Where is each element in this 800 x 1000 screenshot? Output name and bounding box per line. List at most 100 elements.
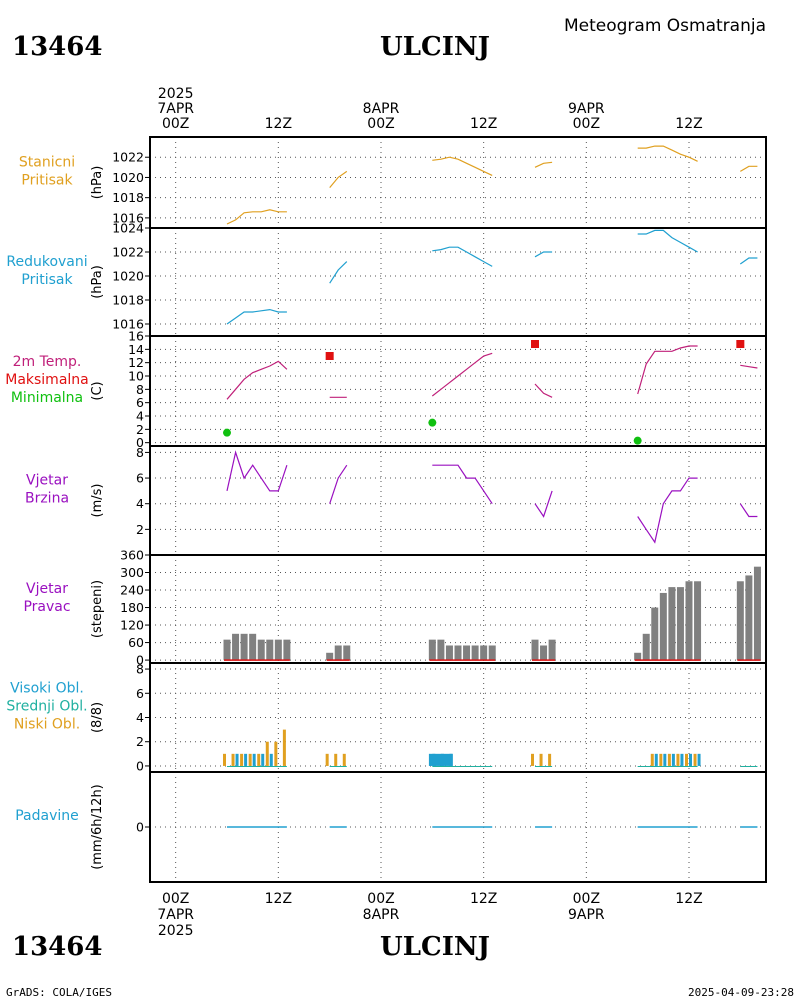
panel-label: Niski Obl. — [14, 717, 80, 733]
y-tick-label: 0 — [136, 758, 144, 773]
low-cloud-bar — [693, 753, 697, 766]
y-tick-label: 1018 — [112, 190, 144, 205]
high-cloud-bar — [680, 753, 684, 766]
y-tick-label: 120 — [120, 618, 144, 633]
low-cloud-bar — [659, 753, 663, 766]
y-tick-label: 4 — [136, 710, 144, 725]
y-tick-label: 1022 — [112, 150, 144, 165]
direction-bar — [334, 645, 342, 661]
y-tick-label: 2 — [136, 522, 144, 537]
y-tick-label: 4 — [136, 496, 144, 511]
time-label-top: 12Z — [265, 116, 292, 132]
low-cloud-bar — [334, 753, 338, 766]
series-line — [637, 145, 698, 162]
direction-bar — [488, 645, 496, 661]
low-cloud-bar — [223, 753, 226, 766]
series-line — [226, 308, 287, 325]
low-cloud-bar — [282, 729, 286, 766]
unit-label: (mm/6h/12h) — [90, 784, 105, 870]
panel-label: Minimalna — [11, 390, 83, 406]
min-marker — [223, 428, 231, 437]
y-tick-label: 16 — [128, 329, 144, 344]
time-label-bottom: 12Z — [470, 891, 497, 907]
y-tick-label: 0 — [136, 820, 144, 835]
series-line — [432, 246, 493, 267]
unit-label: (hPa) — [90, 166, 105, 200]
y-tick-label: 60 — [128, 635, 144, 650]
direction-bar — [651, 607, 659, 661]
high-cloud-bar — [252, 753, 256, 766]
y-tick-label: 0 — [136, 653, 144, 668]
direction-bar — [274, 639, 282, 661]
low-cloud-bar — [539, 753, 543, 766]
y-tick-label: 12 — [128, 355, 144, 370]
panel-label: Srednji Obl. — [6, 699, 87, 715]
y-tick-label: 2 — [136, 734, 144, 749]
y-tick-label: 6 — [136, 471, 144, 486]
panel-brzina: 2 4 6 8 (m/s) Vjetar Brzina — [25, 445, 767, 556]
direction-bar — [642, 633, 650, 661]
direction-bar — [480, 645, 488, 661]
y-tick-label: 1018 — [112, 293, 144, 308]
high-cloud-bar — [697, 753, 701, 766]
low-cloud-bar — [265, 741, 269, 766]
panel-frame — [149, 771, 767, 883]
y-tick-label: 10 — [128, 369, 144, 384]
y-tick-label: 1024 — [112, 221, 144, 236]
low-cloud-bar — [325, 753, 329, 766]
high-cloud-bar — [261, 753, 265, 766]
series-line — [226, 360, 288, 400]
y-tick-label: 1022 — [112, 245, 144, 260]
y-tick-label: 8 — [136, 662, 144, 677]
series-line — [534, 490, 553, 518]
series-line — [739, 165, 758, 172]
direction-bar — [445, 645, 453, 661]
min-marker — [428, 418, 437, 427]
direction-bar — [745, 575, 753, 661]
series-line — [637, 345, 698, 395]
direction-bar — [343, 645, 351, 661]
footer-timestamp: 2025-04-09-23:28 — [688, 986, 794, 999]
panel-label: Vjetar — [26, 581, 68, 597]
unit-label: (stepeni) — [90, 580, 105, 638]
panel-label: Vjetar — [26, 473, 68, 489]
panel-label: Pritisak — [21, 173, 73, 189]
min-marker — [633, 436, 642, 445]
panel-oblaci: 0 2 4 6 8 (8/8) Visoki Obl. Srednji Obl. Niski O… — [6, 662, 767, 773]
direction-bar — [531, 639, 539, 661]
time-label-bottom: 00Z — [162, 891, 189, 907]
low-cloud-bar — [548, 753, 552, 766]
direction-bar — [463, 645, 471, 661]
unit-label: (hPa) — [90, 265, 105, 299]
series-line — [226, 209, 287, 225]
panel-label: Stanicni — [19, 155, 75, 171]
time-label-bottom: 9APR — [568, 907, 605, 923]
panel-stanicni: 1016 1018 1020 1022 (hPa) Stanicni Pritisak — [19, 136, 767, 229]
panel-label: Brzina — [25, 491, 69, 507]
panel-label: Padavine — [15, 808, 79, 824]
panel-label: Redukovani — [6, 254, 87, 270]
panel-label: Pravac — [23, 599, 70, 615]
y-tick-label: 6 — [136, 686, 144, 701]
high-cloud-bar — [269, 753, 273, 766]
time-label-top: 00Z — [162, 116, 189, 132]
series-line — [534, 161, 553, 168]
direction-bar — [685, 581, 693, 661]
time-label-top: 12Z — [675, 116, 702, 132]
series-line — [534, 383, 553, 398]
max-marker — [531, 340, 539, 348]
panel-label: Pritisak — [21, 272, 73, 288]
direction-bar — [634, 652, 642, 661]
y-tick-label: 360 — [120, 548, 144, 563]
y-tick-label: 0 — [136, 435, 144, 450]
low-cloud-bar — [231, 753, 235, 766]
direction-bar — [676, 587, 684, 661]
high-cloud-bar — [671, 753, 675, 766]
direction-bar — [471, 645, 479, 661]
direction-bar — [694, 581, 702, 661]
time-label-top: 8APR — [363, 101, 400, 117]
low-cloud-bar — [685, 753, 688, 766]
